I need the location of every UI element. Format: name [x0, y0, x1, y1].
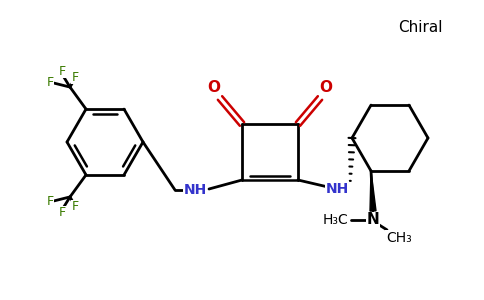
- Text: NH: NH: [183, 183, 207, 197]
- Text: F: F: [59, 64, 65, 78]
- Text: NH: NH: [325, 182, 348, 196]
- Text: H₃C: H₃C: [322, 213, 348, 227]
- Text: F: F: [72, 70, 78, 84]
- Text: O: O: [319, 80, 333, 95]
- Polygon shape: [370, 171, 376, 211]
- Text: N: N: [366, 212, 379, 227]
- Text: Chiral: Chiral: [398, 20, 442, 35]
- Text: O: O: [208, 80, 221, 95]
- Text: CH₃: CH₃: [386, 231, 412, 245]
- Text: F: F: [72, 200, 78, 213]
- Text: F: F: [46, 195, 54, 208]
- Text: F: F: [46, 76, 54, 88]
- Text: F: F: [59, 206, 65, 219]
